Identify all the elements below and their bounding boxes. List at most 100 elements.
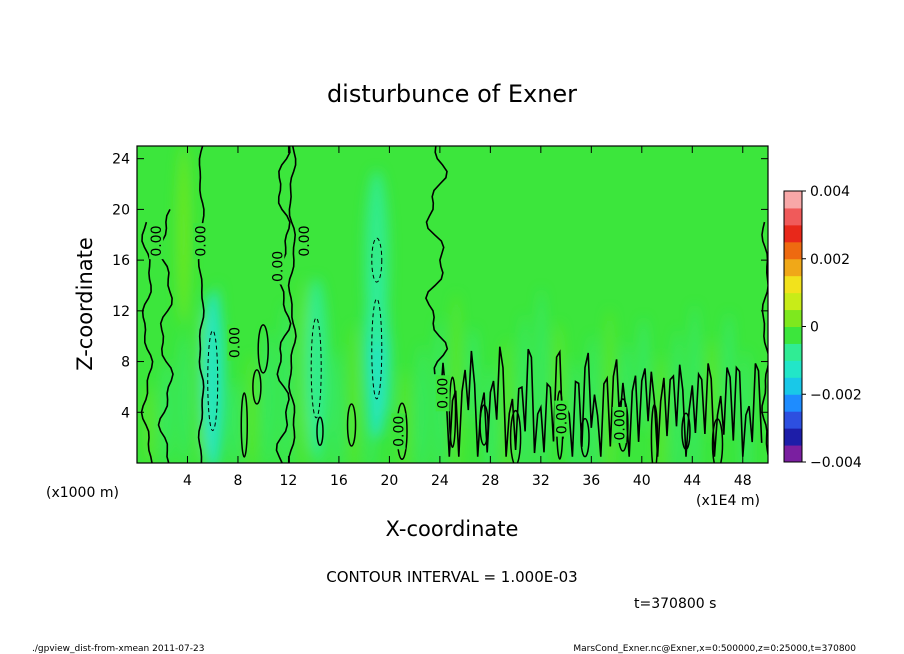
field-streak [333, 349, 342, 463]
colorbar: 0.004 0.002 0 −0.002 −0.004 [783, 184, 862, 471]
contour-label: 0.00 [193, 226, 209, 257]
contour-line [197, 146, 205, 463]
colorbar-swatch [784, 445, 802, 463]
contour-label-bg [391, 413, 406, 450]
contour-lines: 0.00 0.00 0.00 0.00 0.00 0.00 0.00 0.00 0.00 [140, 146, 768, 463]
contour-label: 0.00 [149, 226, 165, 257]
contour-label-bg [612, 406, 627, 443]
y-tick-label: 12 [112, 304, 130, 320]
contour-loop [681, 412, 691, 451]
field-negative-region [304, 277, 329, 458]
colorbar-swatch [784, 275, 802, 294]
contour-negative [371, 237, 383, 283]
colorbar-swatch [784, 428, 802, 446]
contour-label-group: 0.00 [435, 375, 452, 412]
y-axis-label: Z-coordinate [73, 237, 97, 371]
field-streak [571, 359, 580, 463]
colorbar-swatch [784, 258, 802, 277]
colorbar-swatch [784, 309, 802, 327]
x-tick-label: 12 [280, 473, 298, 489]
contour-negative [207, 330, 219, 432]
contour-label-bg [554, 400, 569, 437]
colorbar-tick-label: 0.002 [810, 252, 850, 268]
x-tick-label: 20 [380, 473, 398, 489]
footer-left: ./gpview_dist-from-xmean 2011-07-23 [32, 644, 204, 654]
contour-loop [479, 404, 489, 446]
contour-loop [711, 418, 724, 463]
colorbar-tick-label: 0 [810, 320, 819, 336]
field-streak [554, 322, 563, 427]
contour-label-bg [193, 223, 208, 260]
colorbar-swatch [784, 191, 802, 209]
contour-label: 0.00 [270, 251, 286, 282]
contour-negative [371, 298, 383, 400]
x-tick-label: 32 [532, 473, 550, 489]
field-streak [145, 384, 154, 463]
contour-label: 0.00 [436, 378, 452, 409]
colorbar-swatch [784, 377, 802, 395]
colorbar-swatch [784, 326, 802, 344]
field-streak [350, 323, 359, 463]
time-label: t=370800 s [634, 596, 716, 612]
field-shading [145, 146, 750, 463]
colorbar-swatch [784, 343, 802, 361]
field-streak [690, 303, 699, 463]
x-tick-label: 16 [330, 473, 348, 489]
field-streak [179, 333, 188, 463]
colorbar-swatch [784, 207, 802, 226]
colorbar-swatch [784, 292, 802, 311]
x-tick-label: 4 [183, 473, 192, 489]
field-streak [537, 287, 546, 463]
field-streak [247, 354, 256, 463]
contour-line [275, 146, 292, 463]
x-tick-label: 8 [233, 473, 242, 489]
contour-loop [240, 392, 249, 458]
y-tick-label: 16 [112, 253, 130, 269]
x-tick-label: 24 [431, 473, 449, 489]
field-streak [230, 379, 239, 463]
y-tick-label: 20 [112, 202, 130, 218]
contour-interval-text: CONTOUR INTERVAL = 1.000E-03 [326, 568, 577, 586]
x-tick-label: 40 [633, 473, 651, 489]
field-streak [418, 344, 427, 463]
field-negative-region [200, 290, 225, 463]
field-streak [281, 302, 290, 463]
contour-label-bg [227, 324, 242, 361]
contour-loop [580, 417, 590, 458]
contour-loop [509, 409, 522, 463]
field-positive-region [176, 146, 191, 325]
contour-label-group: 0.00 [149, 223, 165, 260]
x-axis: 4 8 12 16 20 24 28 32 36 40 44 48 [183, 146, 752, 489]
contour-line [425, 146, 449, 375]
colorbar-tick-label: −0.002 [810, 387, 862, 403]
contour-line [761, 221, 768, 463]
contour-label-bg [270, 248, 285, 285]
contour-loop [346, 403, 357, 447]
contour-loop [252, 369, 262, 405]
field-streak [298, 277, 307, 463]
y-tick-label: 4 [121, 405, 130, 421]
contour-label-group: 0.00 [612, 406, 628, 443]
contour-label-group: 0.00 [391, 413, 407, 450]
contour-label-group: 0.00 [193, 223, 209, 260]
y-axis: 4 8 12 16 20 24 [112, 152, 768, 421]
contour-line [287, 146, 297, 463]
contour-negative [310, 317, 322, 419]
x-tick-label: 36 [582, 473, 600, 489]
colorbar-tick-label: −0.004 [810, 455, 862, 471]
field-streak [452, 292, 461, 463]
y-tick-label: 8 [121, 355, 130, 371]
colorbar-swatch [784, 241, 802, 260]
field-negative-region [364, 170, 389, 351]
contour-loop [316, 416, 324, 447]
contour-label: 0.00 [297, 226, 313, 257]
contour-label-group: 0.00 [554, 400, 570, 437]
contour-loop [650, 403, 659, 463]
contour-line [439, 346, 763, 457]
x-unit-label: (x1E4 m) [696, 493, 760, 509]
plot-area: 0.00 0.00 0.00 0.00 0.00 0.00 0.00 0.00 0.00 [137, 146, 768, 463]
x-tick-label: 44 [683, 473, 701, 489]
y-tick-label: 24 [112, 152, 130, 168]
colorbar-tick-label: 0.004 [810, 184, 850, 200]
